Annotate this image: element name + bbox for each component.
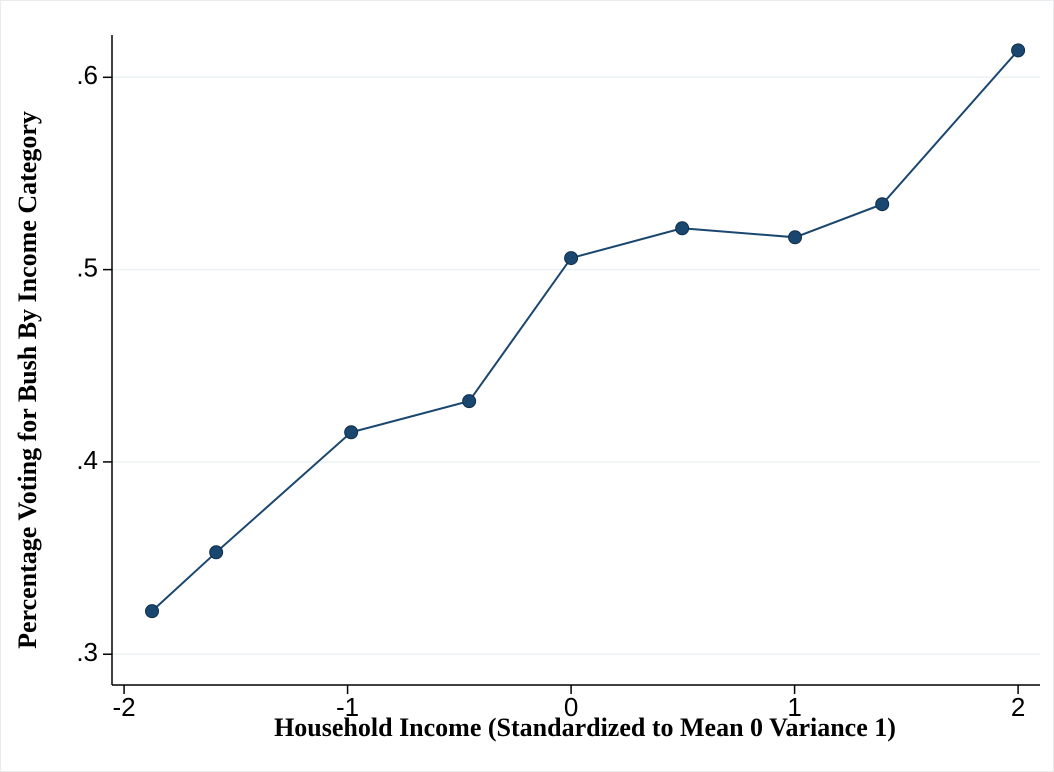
y-axis-title: Percentage Voting for Bush By Income Cat… bbox=[13, 111, 42, 649]
marker bbox=[145, 604, 160, 619]
marker bbox=[788, 230, 803, 245]
marker bbox=[564, 251, 579, 266]
marker bbox=[1011, 43, 1026, 58]
marker bbox=[344, 425, 359, 440]
marker bbox=[875, 197, 890, 212]
x-axis-title: Household Income (Standardized to Mean 0… bbox=[274, 713, 896, 742]
x-tick-label: 0 bbox=[564, 692, 578, 722]
y-tick-label: .3 bbox=[76, 637, 98, 667]
y-tick-label: .4 bbox=[76, 445, 98, 475]
marker bbox=[462, 394, 477, 409]
x-tick-label: -2 bbox=[113, 692, 136, 722]
marker bbox=[675, 221, 690, 236]
marker bbox=[209, 545, 224, 560]
x-tick-label: 1 bbox=[787, 692, 801, 722]
y-tick-label: .6 bbox=[76, 60, 98, 90]
y-tick-label: .5 bbox=[76, 252, 98, 282]
x-tick-label: 2 bbox=[1011, 692, 1025, 722]
x-tick-label: -1 bbox=[336, 692, 359, 722]
